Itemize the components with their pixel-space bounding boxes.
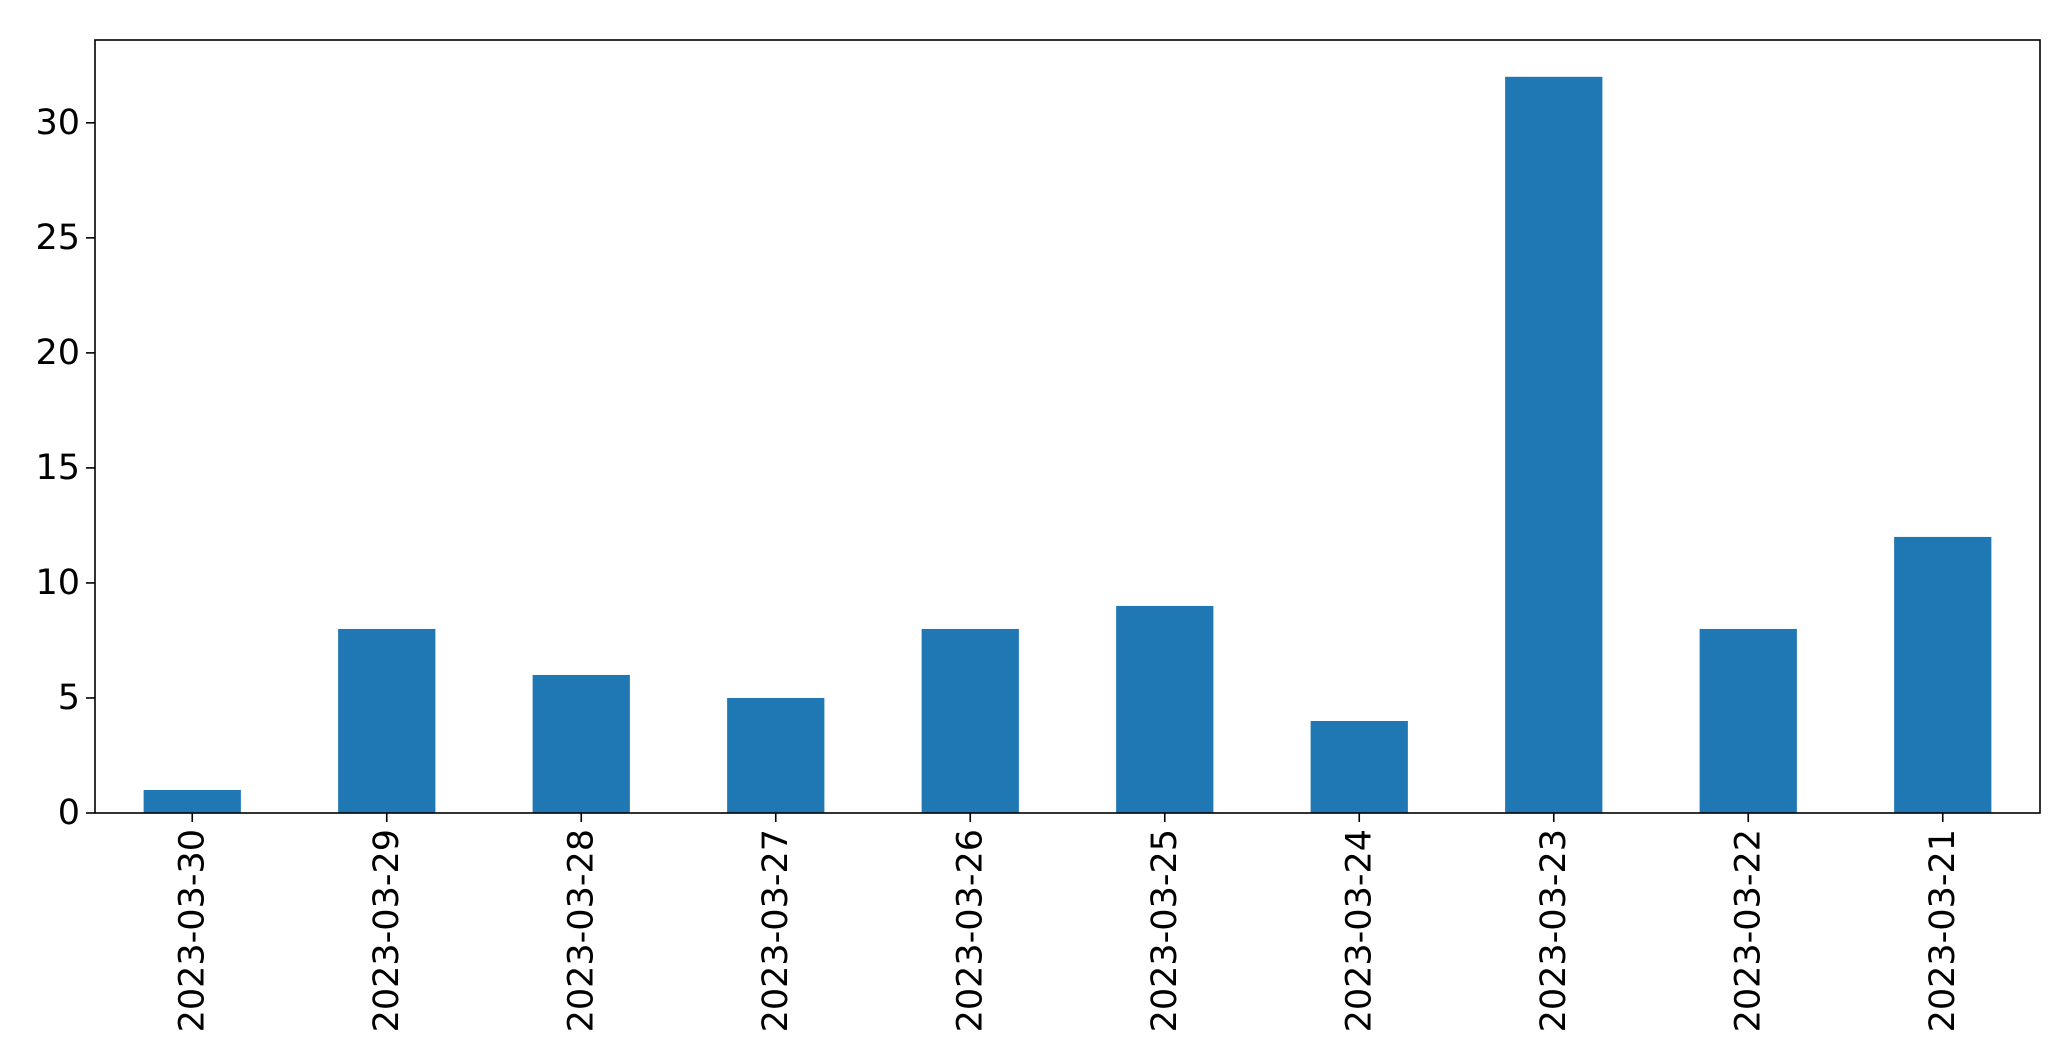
bar-2023-03-26: [921, 628, 1019, 813]
y-tick-label: 15: [35, 448, 80, 488]
y-tick-label: 30: [35, 103, 80, 143]
bar-2023-03-21: [1894, 536, 1992, 813]
x-tick-label: 2023-03-25: [1145, 829, 1185, 1032]
y-tick-label: 5: [58, 678, 80, 718]
y-tick-label: 25: [35, 218, 80, 258]
x-tick-label: 2023-03-24: [1339, 829, 1379, 1032]
bar-2023-03-30: [143, 789, 241, 813]
x-tick-label: 2023-03-21: [1923, 829, 1963, 1032]
bar-2023-03-24: [1310, 720, 1408, 813]
x-tick-label: 2023-03-26: [950, 829, 990, 1032]
y-tick-label: 20: [35, 333, 80, 373]
x-tick-label: 2023-03-22: [1728, 829, 1768, 1032]
x-tick-label: 2023-03-28: [561, 829, 601, 1032]
y-tick-label: 0: [58, 793, 80, 833]
x-tick-label: 2023-03-29: [367, 829, 407, 1032]
x-tick-label: 2023-03-23: [1534, 829, 1574, 1032]
bar-2023-03-23: [1505, 76, 1603, 814]
bar-2023-03-25: [1116, 605, 1214, 813]
bars-layer: [143, 76, 1992, 814]
x-tick-label: 2023-03-27: [756, 829, 796, 1032]
bar-2023-03-27: [727, 697, 825, 813]
x-tick-label: 2023-03-30: [172, 829, 212, 1032]
y-tick-label: 10: [35, 563, 80, 603]
bar-2023-03-29: [338, 628, 436, 813]
bar-2023-03-28: [532, 674, 630, 813]
plot-frame: [94, 39, 2041, 814]
x-axis: 2023-03-30 2023-03-29 2023-03-28 2023-03-27…: [172, 813, 1963, 1032]
bar-2023-03-22: [1699, 628, 1797, 813]
y-axis: 0 5 10 15 20 25 30: [35, 103, 95, 833]
